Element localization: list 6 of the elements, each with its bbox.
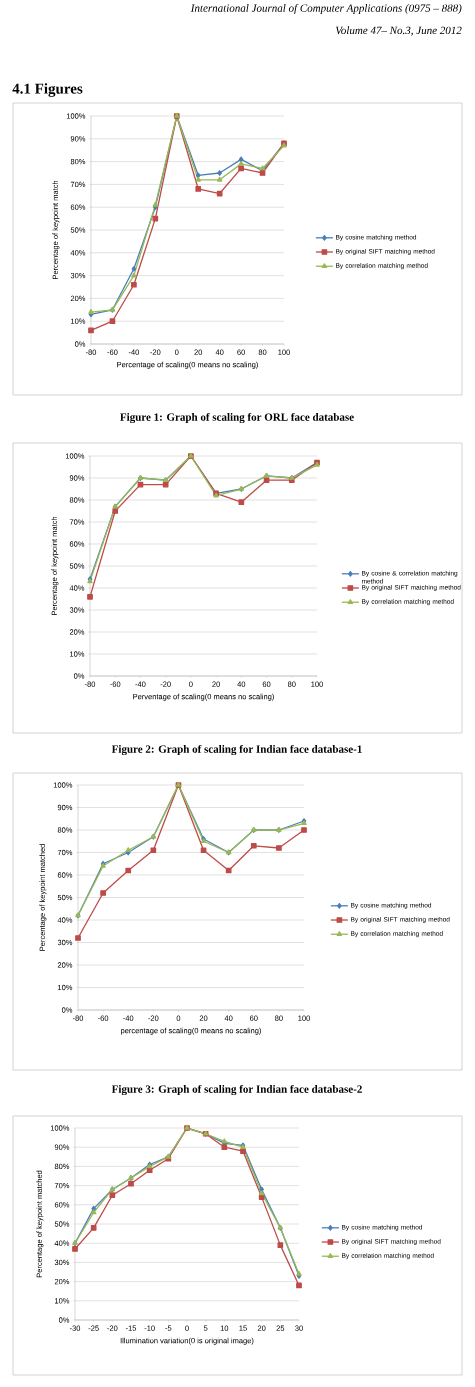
text: Figure 1: Graph of scaling for ORL face database: [120, 412, 354, 424]
text: Volume 47– No.3, June 2012: [335, 26, 462, 36]
text: International Journal of Computer Applications (0975 – 888): [190, 3, 462, 15]
text: 4.1 Figures: [12, 83, 83, 97]
text: Figure 3: Graph of scaling for Indian face database-2: [111, 1084, 362, 1096]
text: Figure 2: Graph of scaling for Indian face database-1: [111, 744, 362, 756]
